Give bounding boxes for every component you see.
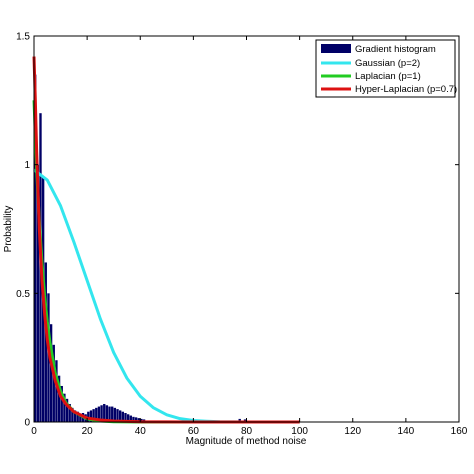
histogram-bar [95, 407, 98, 422]
legend-label-gaussian: Gaussian (p=2) [355, 58, 420, 69]
plot-area [34, 36, 459, 422]
histogram-bar [55, 360, 58, 422]
histogram-bar [126, 414, 130, 422]
histogram-bar [132, 416, 135, 422]
histogram-bar [97, 406, 101, 422]
x-tick-label: 160 [451, 426, 468, 437]
x-tick-label: 20 [82, 426, 94, 437]
histogram-bar [113, 407, 117, 422]
histogram-bar [124, 412, 127, 422]
histogram-bar [116, 409, 119, 422]
histogram-bar [76, 411, 79, 422]
histogram-bar [129, 415, 132, 422]
x-axis-ticks: 0 20 40 60 80 100 120 140 160 [31, 36, 468, 437]
x-tick-label: 120 [344, 426, 361, 437]
x-tick-label: 140 [398, 426, 415, 437]
histogram-bar [60, 385, 63, 422]
histogram-bar [73, 410, 77, 422]
histogram-bar [119, 410, 122, 422]
y-tick-label: 1.5 [16, 32, 30, 43]
legend-label-laplacian: Laplacian (p=1) [355, 71, 421, 82]
histogram-bar [105, 405, 109, 422]
histogram-bar [121, 411, 125, 422]
histogram-bar [134, 417, 138, 422]
y-axis-ticks: 0 0.5 1 1.5 [16, 32, 459, 429]
histogram-bar [100, 405, 103, 422]
legend-label-histogram: Gradient histogram [355, 44, 436, 55]
x-tick-label: 40 [135, 426, 147, 437]
x-axis-label: Magnitude of method noise [186, 436, 307, 447]
x-tick-label: 60 [188, 426, 200, 437]
histogram-bar [44, 262, 47, 422]
histogram-bar [89, 410, 93, 422]
histogram-bar [79, 414, 82, 422]
x-tick-label: 0 [31, 426, 37, 437]
y-axis-label: Probability [3, 206, 14, 253]
legend-label-hyper-laplacian: Hyper-Laplacian (p=0.7) [355, 84, 457, 95]
histogram-bar [103, 403, 106, 422]
y-tick-label: 0.5 [16, 289, 30, 300]
y-tick-label: 1 [24, 160, 30, 171]
legend-swatch-histogram [321, 44, 351, 53]
histogram-bar [137, 418, 140, 422]
histogram-bar [57, 375, 61, 422]
histogram-bar [63, 393, 66, 422]
histogram-bar [71, 407, 74, 422]
histogram-bar [108, 406, 111, 422]
histogram-bar [68, 403, 71, 422]
legend: Gradient histogram Gaussian (p=2) Laplac… [315, 39, 457, 98]
histogram-bar [34, 74, 37, 422]
y-tick-label: 0 [24, 418, 30, 429]
histogram-bar [92, 409, 95, 422]
histogram-bar [49, 324, 53, 422]
histogram-bar [65, 398, 69, 422]
x-tick-label: 100 [291, 426, 308, 437]
x-tick-label: 80 [241, 426, 253, 437]
histogram-bar [52, 344, 55, 422]
histogram-bar [111, 406, 114, 422]
